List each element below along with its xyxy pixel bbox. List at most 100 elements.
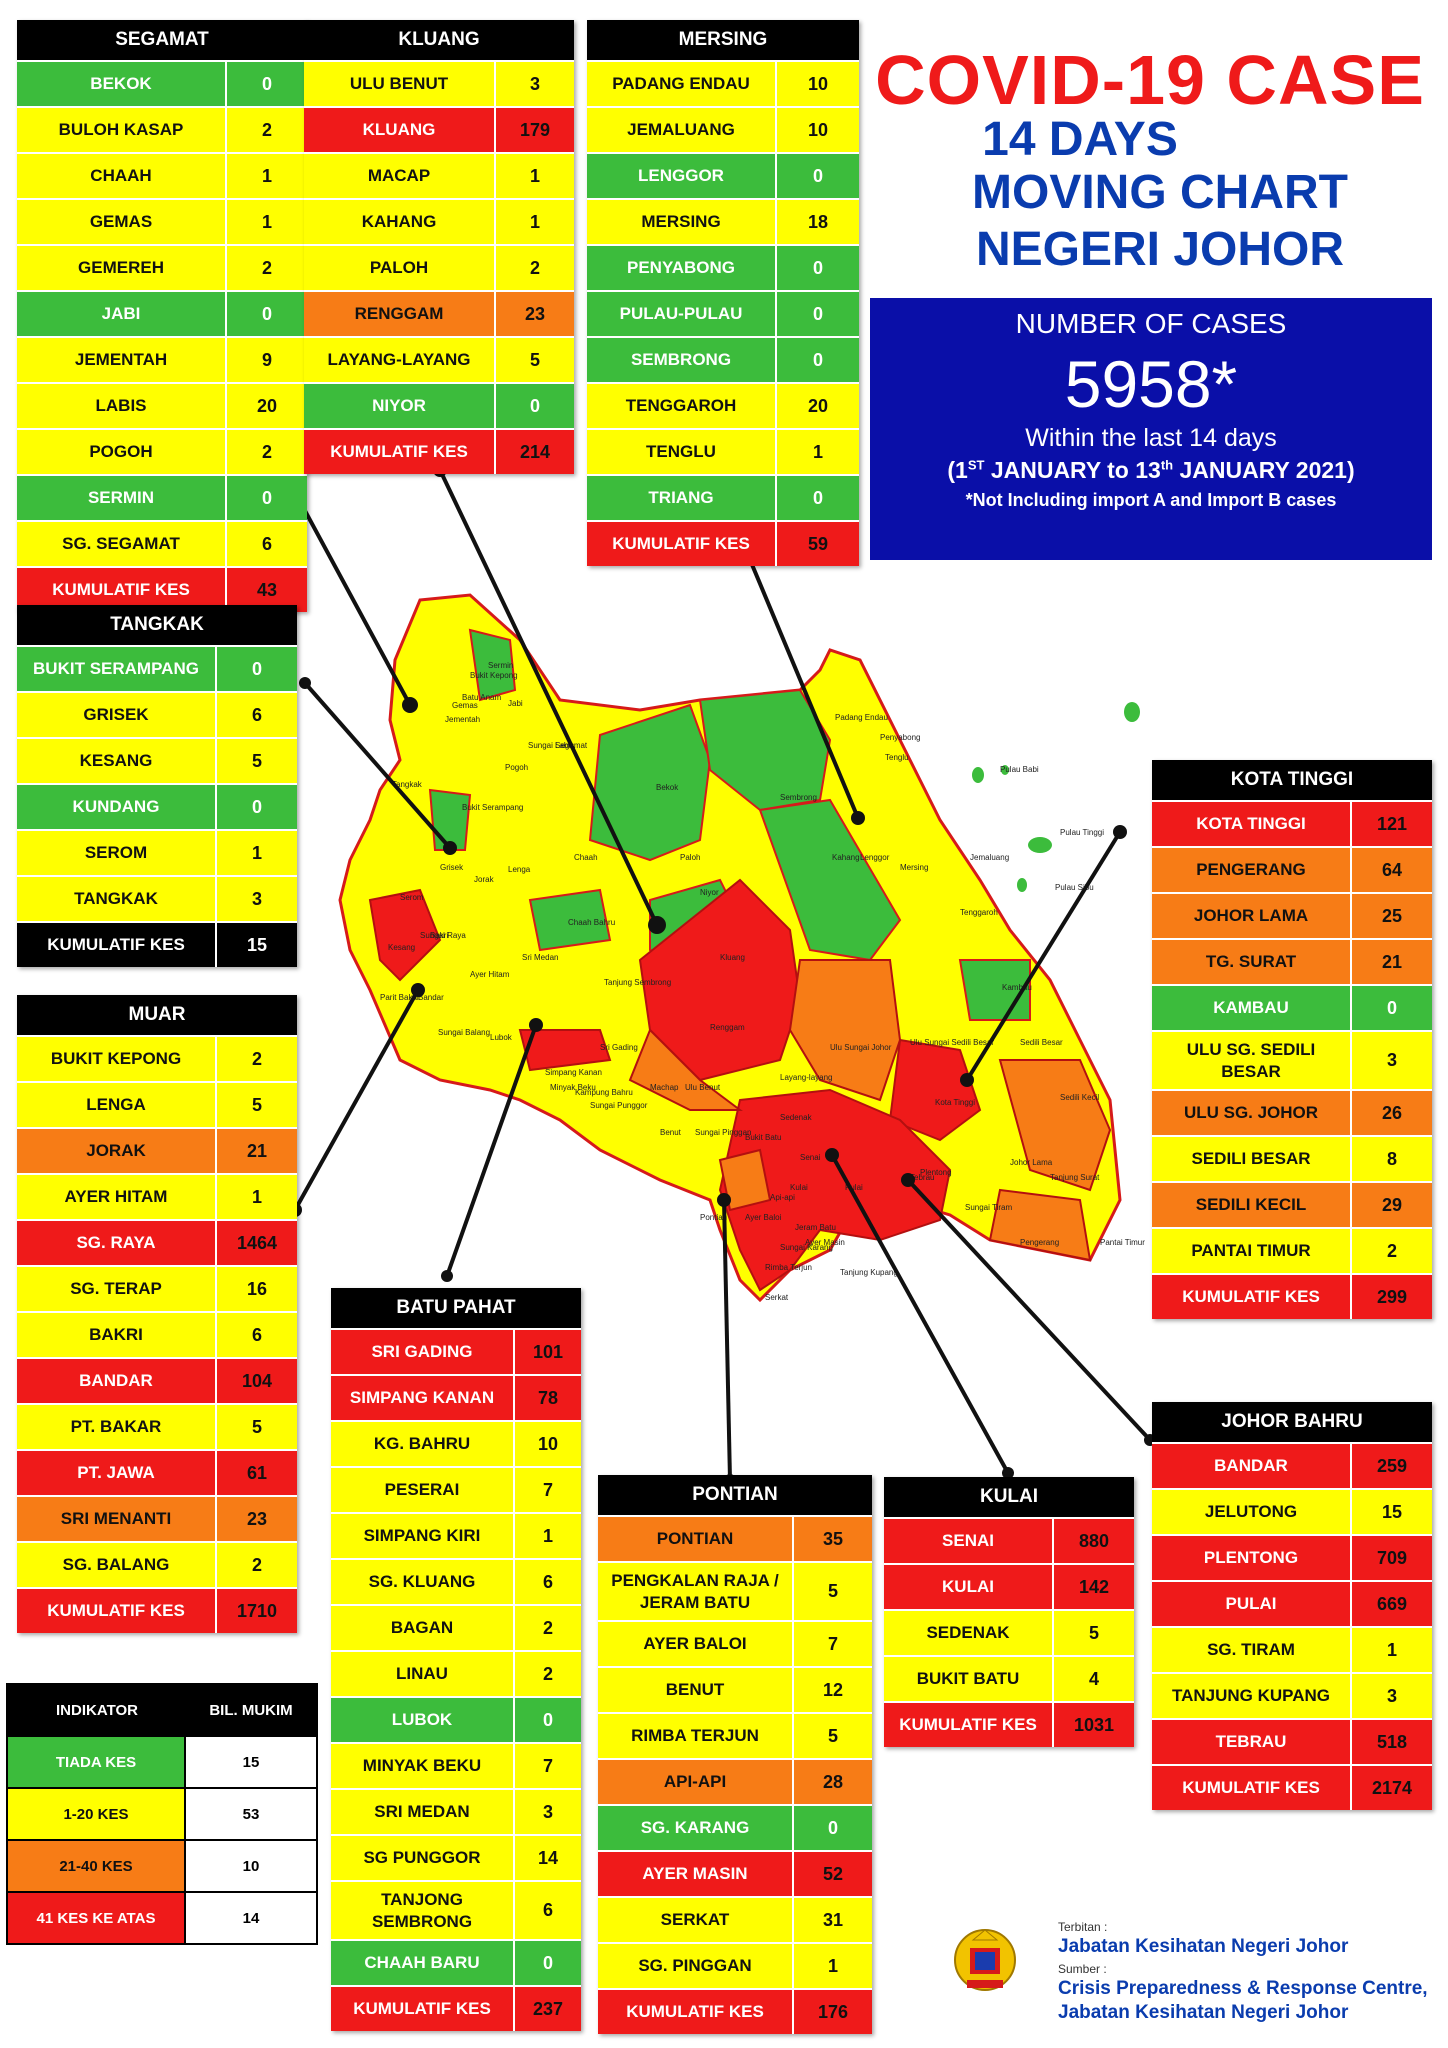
mukim-name: PULAI: [1152, 1582, 1352, 1626]
case-count: 0: [261, 487, 272, 508]
case-count: 0: [251, 658, 262, 679]
footer-sumber-1: Crisis Preparedness & Response Centre,: [1058, 1978, 1428, 1999]
mukim-row: JELUTONG 15: [1152, 1488, 1432, 1534]
case-count: 1031: [1073, 1714, 1115, 1735]
district-mersing: MERSING PADANG ENDAU 10 JEMALUANG 10 LENGGOR 0…: [587, 20, 859, 566]
case-count: 21: [1381, 951, 1403, 972]
summary-range: (1ST JANUARY to 13th JANUARY 2021): [870, 457, 1432, 484]
map-place-label: Bakri: [430, 931, 448, 940]
case-count: 2: [251, 1048, 262, 1069]
case-count: 0: [261, 303, 272, 324]
map-place-label: Sedili Kecil: [1060, 1093, 1099, 1102]
map-place-label: Kampung Bahru: [575, 1088, 633, 1097]
dot-kulai-box: [1002, 1467, 1014, 1479]
map-place-label: Pantai Timur: [1100, 1238, 1145, 1247]
case-count: 6: [261, 533, 272, 554]
mukim-name: SG. BALANG: [17, 1543, 217, 1587]
case-count: 23: [524, 303, 546, 324]
mukim-name: KAHANG: [304, 200, 496, 244]
case-count: 3: [529, 73, 540, 94]
mukim-row: API-API 28: [598, 1758, 872, 1804]
mukim-name: SG. SEGAMAT: [17, 522, 227, 566]
mukim-row: KLUANG 179: [304, 106, 574, 152]
mukim-name: PULAU-PULAU: [587, 292, 777, 336]
subtitle-line-2: MOVING CHART: [972, 166, 1348, 219]
mukim-name: TG. SURAT: [1152, 940, 1352, 984]
mukim-name: KUMULATIF KES: [587, 522, 777, 566]
case-count: 1: [251, 842, 262, 863]
subtitle-line-3: NEGERI JOHOR: [975, 223, 1345, 276]
mukim-name: AYER HITAM: [17, 1175, 217, 1219]
range-post: JANUARY 2021): [1173, 457, 1355, 483]
mukim-row: SG. PINGGAN 1: [598, 1942, 872, 1988]
region-orange-renggam: [628, 1028, 743, 1111]
summary-total: 5958*: [1064, 347, 1238, 421]
mukim-row: PENGKALAN RAJA / JERAM BATU 5: [598, 1561, 872, 1620]
case-count: 2174: [1371, 1777, 1413, 1798]
mukim-name: CHAAH: [17, 154, 227, 198]
segamat-title: SEGAMAT: [17, 20, 307, 60]
leader-kulai: [830, 1154, 1010, 1474]
mersing-title: MERSING: [587, 20, 859, 60]
case-count: 8: [1386, 1148, 1397, 1169]
mukim-name: RENGGAM: [304, 292, 496, 336]
case-count: 7: [542, 1479, 553, 1500]
case-count: 0: [542, 1952, 553, 1973]
legend-indicator: 41 KES KE ATAS: [8, 1893, 184, 1943]
district-kulai: KULAI SENAI 880 KULAI 142 SEDENAK 5 BUKIT BATU 4…: [884, 1477, 1134, 1747]
map-place-label: Penyabong: [880, 733, 920, 742]
island-4: [1017, 878, 1027, 892]
mukim-row: AYER HITAM 1: [17, 1173, 297, 1219]
case-count: 0: [812, 487, 823, 508]
case-count: 2: [542, 1617, 553, 1638]
dot-kulai-map: [825, 1148, 839, 1162]
mukim-name: KAMBAU: [1152, 986, 1352, 1030]
case-count: 78: [537, 1387, 559, 1408]
case-count: 25: [1381, 905, 1403, 926]
case-count: 104: [241, 1370, 273, 1391]
subtitle-line-1: 14 DAYS: [982, 113, 1178, 166]
mukim-name: BEKOK: [17, 62, 227, 106]
mukim-row: SERKAT 31: [598, 1896, 872, 1942]
mukim-name: BAKRI: [17, 1313, 217, 1357]
mukim-name: KUMULATIF KES: [17, 1589, 217, 1633]
dot-segamat-map: [402, 697, 418, 713]
mukim-row: SENAI 880: [884, 1517, 1134, 1563]
mukim-row: BANDAR 259: [1152, 1442, 1432, 1488]
case-count: 10: [807, 119, 829, 140]
case-count: 2: [261, 119, 272, 140]
mukim-row: SRI MEDAN 3: [331, 1788, 581, 1834]
mukim-name: LABIS: [17, 384, 227, 428]
mukim-name: PENYABONG: [587, 246, 777, 290]
map-place-label: Pulai: [845, 1183, 863, 1192]
district-batupahat: BATU PAHAT SRI GADING 101 SIMPANG KANAN 78 KG…: [331, 1288, 581, 2031]
case-count: 28: [822, 1771, 844, 1792]
case-count: 6: [542, 1571, 553, 1592]
leader-kluang: [438, 469, 659, 926]
mukim-row: TANJONG SEMBRONG 6: [331, 1880, 581, 1939]
range-sup-1: ST: [967, 457, 985, 473]
map-place-label: Tanjung Surat: [1050, 1173, 1100, 1182]
case-count: 16: [246, 1278, 268, 1299]
mukim-row: CHAAH BARU 0: [331, 1939, 581, 1985]
leader-batupahat: [445, 1024, 538, 1277]
footer-terbitan: Jabatan Kesihatan Negeri Johor: [1058, 1936, 1349, 1957]
mukim-name: BUKIT KEPONG: [17, 1037, 217, 1081]
map-place-label: Pontian: [700, 1213, 727, 1222]
kluang-total-row: KUMULATIF KES 214: [304, 428, 574, 474]
case-count: 214: [519, 441, 551, 462]
case-count: 3: [251, 888, 262, 909]
map-place-label: Bukit Batu: [745, 1133, 781, 1142]
case-count: 2: [542, 1663, 553, 1684]
mukim-row: SRI MENANTI 23: [17, 1495, 297, 1541]
mukim-name: KLUANG: [304, 108, 496, 152]
mukim-name: LINAU: [331, 1652, 515, 1696]
pontian-total-row: KUMULATIF KES 176: [598, 1988, 872, 2034]
mukim-name: RIMBA TERJUN: [598, 1714, 794, 1758]
map-place-label: Jorak: [474, 875, 495, 884]
kotatinggi-total-row: KUMULATIF KES 299: [1152, 1273, 1432, 1319]
case-count: 2: [529, 257, 540, 278]
mukim-name: KUMULATIF KES: [1152, 1275, 1352, 1319]
case-count: 3: [1386, 1050, 1397, 1070]
case-count: 31: [822, 1909, 844, 1930]
